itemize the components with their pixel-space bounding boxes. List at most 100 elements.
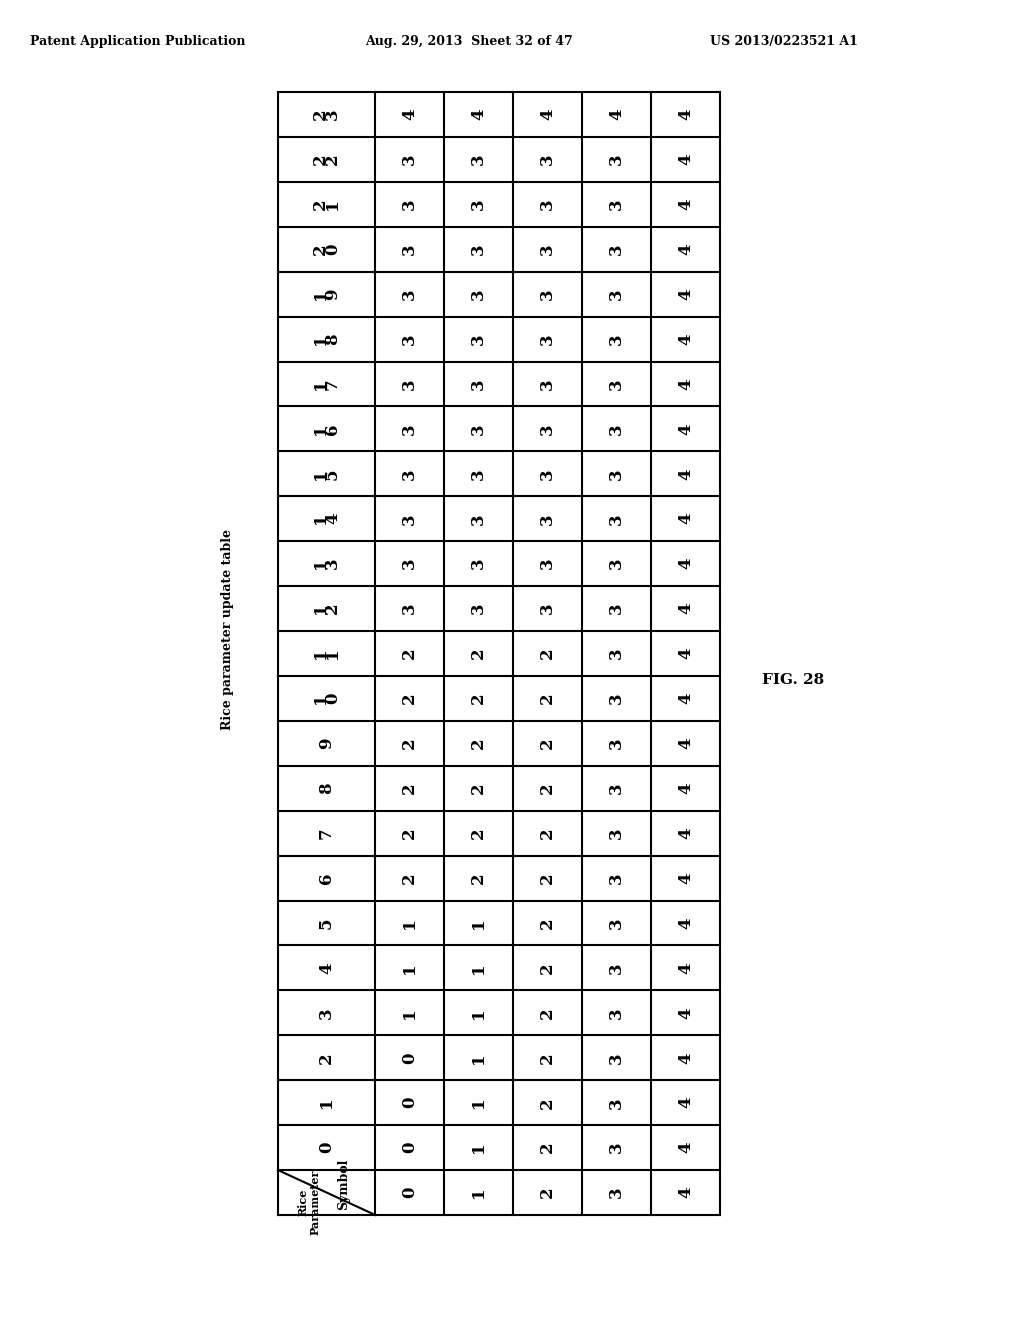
Text: 2: 2 — [470, 693, 487, 705]
Text: Patent Application Publication: Patent Application Publication — [30, 36, 246, 48]
Text: 2: 2 — [539, 1097, 556, 1109]
Text: 2: 2 — [539, 962, 556, 974]
Text: 3: 3 — [608, 1097, 625, 1109]
Text: 3: 3 — [539, 378, 556, 389]
Text: 8: 8 — [318, 783, 335, 795]
Text: 4: 4 — [677, 828, 694, 840]
Text: 4: 4 — [677, 873, 694, 884]
Text: 2: 2 — [539, 1007, 556, 1019]
Text: 1: 1 — [401, 962, 418, 974]
Text: 1: 1 — [470, 1007, 487, 1019]
Text: 3: 3 — [608, 558, 625, 569]
Text: 2: 2 — [312, 108, 329, 120]
Text: 3: 3 — [608, 648, 625, 659]
Text: 2: 2 — [312, 243, 329, 255]
Text: 4: 4 — [539, 108, 556, 120]
Text: 4: 4 — [677, 1097, 694, 1109]
Text: 3: 3 — [608, 198, 625, 210]
Text: Aug. 29, 2013  Sheet 32 of 47: Aug. 29, 2013 Sheet 32 of 47 — [365, 36, 572, 48]
Text: 4: 4 — [677, 917, 694, 929]
Text: 4: 4 — [677, 1052, 694, 1064]
Text: 3: 3 — [539, 288, 556, 300]
Text: 1: 1 — [312, 693, 329, 704]
Text: 3: 3 — [608, 1052, 625, 1064]
Text: 3: 3 — [470, 243, 487, 255]
Text: 3: 3 — [539, 603, 556, 614]
Text: 1: 1 — [470, 962, 487, 974]
Text: 3: 3 — [401, 558, 418, 569]
Text: 2: 2 — [312, 153, 329, 165]
Text: 1: 1 — [312, 469, 329, 479]
Text: 0: 0 — [401, 1187, 418, 1199]
Text: 4: 4 — [677, 334, 694, 345]
Text: 3: 3 — [539, 333, 556, 345]
Text: 3: 3 — [608, 1142, 625, 1154]
Text: 1: 1 — [470, 1052, 487, 1064]
Text: 0: 0 — [325, 243, 341, 255]
Text: 9: 9 — [318, 738, 335, 748]
Text: 4: 4 — [677, 962, 694, 974]
Text: 2: 2 — [539, 1052, 556, 1064]
Text: 3: 3 — [401, 198, 418, 210]
Text: 3: 3 — [608, 1187, 625, 1199]
Text: 2: 2 — [539, 917, 556, 929]
Text: 4: 4 — [677, 1187, 694, 1199]
Text: 3: 3 — [470, 513, 487, 524]
Text: 2: 2 — [401, 783, 418, 795]
Text: 3: 3 — [470, 603, 487, 614]
Text: 4: 4 — [677, 558, 694, 569]
Text: 3: 3 — [539, 198, 556, 210]
Text: 2: 2 — [401, 828, 418, 840]
Text: 3: 3 — [401, 513, 418, 524]
Text: 4: 4 — [677, 603, 694, 614]
Text: 4: 4 — [677, 648, 694, 659]
Text: 4: 4 — [677, 288, 694, 300]
Text: 3: 3 — [539, 243, 556, 255]
Text: 6: 6 — [318, 873, 335, 884]
Text: 2: 2 — [401, 738, 418, 750]
Text: 3: 3 — [608, 828, 625, 840]
Text: 3: 3 — [401, 243, 418, 255]
Text: 1: 1 — [325, 198, 341, 210]
Text: 3: 3 — [325, 558, 341, 569]
Text: 5: 5 — [318, 917, 335, 929]
Text: 4: 4 — [677, 513, 694, 524]
Text: 3: 3 — [470, 288, 487, 300]
Text: 0: 0 — [325, 693, 341, 704]
Text: FIG. 28: FIG. 28 — [762, 673, 824, 686]
Text: 4: 4 — [677, 693, 694, 704]
Text: 3: 3 — [470, 198, 487, 210]
Text: 3: 3 — [470, 424, 487, 434]
Text: 1: 1 — [470, 1097, 487, 1109]
Text: 4: 4 — [677, 1007, 694, 1019]
Text: 2: 2 — [401, 873, 418, 884]
Text: 3: 3 — [608, 243, 625, 255]
Text: 2: 2 — [539, 783, 556, 795]
Text: 2: 2 — [401, 648, 418, 659]
Text: 2: 2 — [325, 153, 341, 165]
Text: 0: 0 — [318, 1142, 335, 1154]
Text: 3: 3 — [608, 513, 625, 524]
Text: 3: 3 — [325, 108, 341, 120]
Text: 3: 3 — [539, 513, 556, 524]
Text: 2: 2 — [470, 873, 487, 884]
Text: 5: 5 — [325, 469, 341, 479]
Text: 3: 3 — [401, 153, 418, 165]
Text: 4: 4 — [677, 153, 694, 165]
Text: 2: 2 — [539, 648, 556, 659]
Text: 1: 1 — [312, 334, 329, 345]
Text: Symbol: Symbol — [338, 1159, 350, 1210]
Text: 3: 3 — [608, 424, 625, 434]
Text: 3: 3 — [401, 469, 418, 479]
Text: 4: 4 — [677, 243, 694, 255]
Text: 3: 3 — [608, 288, 625, 300]
Text: 1: 1 — [312, 648, 329, 659]
Text: 3: 3 — [608, 738, 625, 750]
Text: 4: 4 — [677, 783, 694, 795]
Text: 3: 3 — [401, 378, 418, 389]
Text: 2: 2 — [539, 738, 556, 750]
Text: 1: 1 — [312, 603, 329, 614]
Text: 3: 3 — [608, 693, 625, 705]
Text: 3: 3 — [401, 288, 418, 300]
Text: 2: 2 — [470, 738, 487, 750]
